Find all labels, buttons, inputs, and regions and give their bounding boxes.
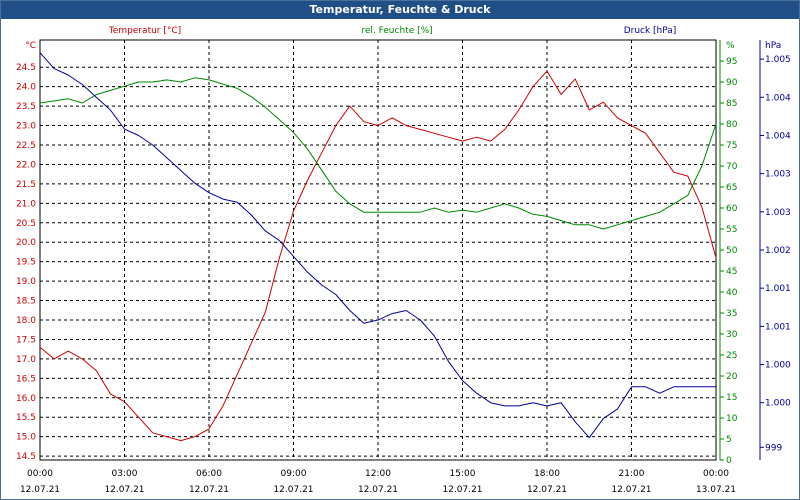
x-tick-date-label: 13.07.21 xyxy=(696,485,736,495)
temperature-tick-label: 24.5 xyxy=(16,63,36,73)
x-tick-date-label: 12.07.21 xyxy=(104,485,144,495)
humidity-tick-label: 50 xyxy=(726,246,738,256)
humidity-tick-label: 35 xyxy=(726,309,737,319)
temperature-tick-label: 23.5 xyxy=(16,102,36,112)
humidity-tick-label: 25 xyxy=(726,351,737,361)
temperature-tick-label: 14.5 xyxy=(16,452,36,462)
temperature-tick-label: 19.0 xyxy=(16,277,36,287)
temperature-tick-label: 20.5 xyxy=(16,219,36,229)
humidity-tick-label: 65 xyxy=(726,183,737,193)
x-tick-time-label: 15:00 xyxy=(450,469,476,479)
temperature-tick-label: 22.0 xyxy=(16,160,36,170)
humidity-tick-label: 15 xyxy=(726,393,737,403)
plot-frame xyxy=(39,39,717,461)
chart-labels: 00:00 12.07.21 03:00 12.07.21 06:00 12.07.21 0… xyxy=(16,26,791,495)
pressure-tick-label: 1.003 xyxy=(765,170,791,180)
temperature-tick-label: 15.5 xyxy=(16,413,36,423)
temperature-axis-title: Temperatur [°C] xyxy=(108,26,181,36)
temperature-tick-label: 23.0 xyxy=(16,122,36,132)
pressure-tick-label: 1.001 xyxy=(765,284,791,294)
temperature-tick-label: 21.0 xyxy=(16,199,36,209)
x-tick-date-label: 12.07.21 xyxy=(189,485,229,495)
x-tick-time-label: 21:00 xyxy=(619,469,645,479)
x-tick-date-label: 12.07.21 xyxy=(527,485,567,495)
humidity-tick-label: 85 xyxy=(726,99,737,109)
temperature-tick-label: 24.0 xyxy=(16,83,36,93)
x-tick-time-label: 00:00 xyxy=(703,469,729,479)
pressure-tick-label: 1.001 xyxy=(765,322,791,332)
humidity-tick-label: 75 xyxy=(726,141,737,151)
chart-series xyxy=(39,52,717,442)
x-tick-date-label: 12.07.21 xyxy=(442,485,482,495)
temperature-series-line xyxy=(39,70,717,442)
humidity-tick-label: 90 xyxy=(726,78,738,88)
humidity-tick-label: 40 xyxy=(726,288,738,298)
pressure-unit-label: hPa xyxy=(765,41,781,51)
pressure-tick-label: 999 xyxy=(765,443,782,453)
humidity-tick-label: 60 xyxy=(726,204,738,214)
pressure-tick-label: 1.005 xyxy=(765,55,791,65)
window-title: Temperatur, Feuchte & Druck xyxy=(1,1,799,19)
pressure-tick-label: 1.002 xyxy=(765,246,791,256)
humidity-axis-title: rel. Feuchte [%] xyxy=(361,26,432,36)
humidity-unit-label: % xyxy=(726,41,735,51)
x-tick-time-label: 09:00 xyxy=(281,469,307,479)
temperature-tick-label: 17.0 xyxy=(16,355,36,365)
pressure-tick-label: 1.004 xyxy=(765,93,791,103)
pressure-axis-title: Druck [hPa] xyxy=(624,26,677,36)
humidity-tick-label: 95 xyxy=(726,57,737,67)
chart-axes xyxy=(39,39,764,461)
pressure-tick-label: 1.000 xyxy=(765,361,791,371)
temperature-tick-label: 21.5 xyxy=(16,180,36,190)
humidity-tick-label: 45 xyxy=(726,267,737,277)
x-tick-date-label: 12.07.21 xyxy=(273,485,313,495)
x-tick-date-label: 12.07.21 xyxy=(611,485,651,495)
humidity-tick-label: 10 xyxy=(726,414,738,424)
chart-grid xyxy=(40,40,716,460)
x-tick-time-label: 03:00 xyxy=(112,469,138,479)
pressure-tick-label: 1.004 xyxy=(765,131,791,141)
temperature-tick-label: 16.0 xyxy=(16,394,36,404)
temperature-tick-label: 22.5 xyxy=(16,141,36,151)
temperature-unit-label: °C xyxy=(25,41,36,51)
humidity-tick-label: 80 xyxy=(726,120,738,130)
temperature-tick-label: 18.5 xyxy=(16,297,36,307)
humidity-tick-label: 70 xyxy=(726,162,738,172)
humidity-tick-label: 55 xyxy=(726,225,737,235)
humidity-tick-label: 20 xyxy=(726,372,738,382)
x-tick-time-label: 06:00 xyxy=(196,469,222,479)
pressure-series-line xyxy=(39,52,716,439)
humidity-tick-label: 0 xyxy=(726,456,732,466)
temperature-tick-label: 18.0 xyxy=(16,316,36,326)
temperature-tick-label: 16.5 xyxy=(16,374,36,384)
x-tick-date-label: 12.07.21 xyxy=(358,485,398,495)
x-tick-time-label: 12:00 xyxy=(365,469,391,479)
humidity-tick-label: 5 xyxy=(726,435,732,445)
pressure-tick-label: 1.003 xyxy=(765,208,791,218)
x-tick-time-label: 18:00 xyxy=(534,469,560,479)
temperature-tick-label: 19.5 xyxy=(16,258,36,268)
temperature-tick-label: 20.0 xyxy=(16,238,36,248)
humidity-series-line xyxy=(39,77,717,230)
temperature-tick-label: 17.5 xyxy=(16,335,36,345)
x-tick-time-label: 00:00 xyxy=(27,469,53,479)
pressure-tick-label: 1.000 xyxy=(765,399,791,409)
x-tick-date-label: 12.07.21 xyxy=(20,485,60,495)
temperature-tick-label: 15.0 xyxy=(16,433,36,443)
humidity-tick-label: 30 xyxy=(726,330,738,340)
